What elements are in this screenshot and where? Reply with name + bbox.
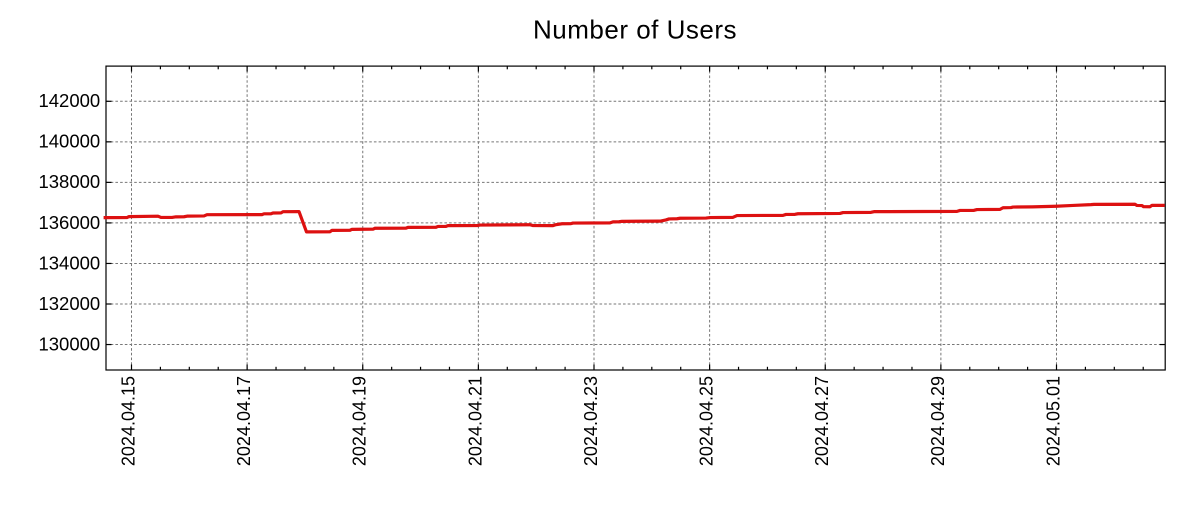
svg-text:2024.04.29: 2024.04.29: [928, 376, 948, 466]
svg-text:132000: 132000: [38, 293, 100, 314]
svg-text:134000: 134000: [38, 252, 100, 273]
svg-text:2024.04.21: 2024.04.21: [465, 376, 485, 466]
svg-text:Number of Users: Number of Users: [533, 15, 737, 45]
svg-text:2024.04.23: 2024.04.23: [581, 376, 601, 466]
svg-text:2024.05.01: 2024.05.01: [1043, 376, 1063, 466]
svg-text:140000: 140000: [38, 131, 100, 152]
svg-text:2024.04.25: 2024.04.25: [697, 376, 717, 466]
svg-text:142000: 142000: [38, 90, 100, 111]
svg-text:2024.04.19: 2024.04.19: [350, 376, 370, 466]
svg-text:130000: 130000: [38, 333, 100, 354]
svg-text:2024.04.27: 2024.04.27: [812, 376, 832, 466]
svg-text:136000: 136000: [38, 212, 100, 233]
svg-text:2024.04.17: 2024.04.17: [234, 376, 254, 466]
svg-text:2024.04.15: 2024.04.15: [118, 376, 138, 466]
svg-text:138000: 138000: [38, 171, 100, 192]
